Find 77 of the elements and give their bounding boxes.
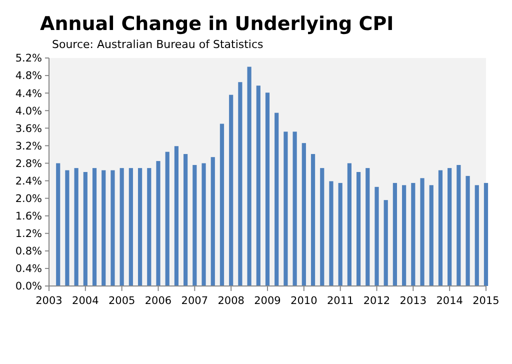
bar	[374, 186, 379, 286]
y-tick-label: 1.2%	[15, 228, 42, 240]
y-tick-label: 2.4%	[15, 175, 42, 188]
bar	[65, 170, 70, 286]
bar	[92, 168, 97, 286]
bar	[184, 154, 188, 286]
x-tick-label: 2005	[108, 295, 136, 307]
bar	[338, 182, 342, 286]
bar	[128, 168, 133, 286]
bar	[56, 163, 60, 286]
y-tick-label: 5.2%	[15, 52, 42, 65]
y-tick-label: 4.0%	[15, 105, 42, 118]
bar	[302, 143, 306, 286]
chart-title: Annual Change in Underlying CPI	[40, 13, 394, 35]
bar	[147, 168, 152, 286]
bar	[474, 185, 479, 286]
bar	[174, 146, 179, 286]
bar	[110, 170, 115, 286]
y-tick-label: 3.2%	[15, 140, 42, 152]
bar	[292, 132, 297, 286]
bar	[192, 164, 197, 286]
bar	[448, 168, 452, 286]
bar	[384, 200, 388, 286]
bar	[429, 185, 434, 286]
bar	[438, 170, 443, 286]
x-tick-label: 2007	[181, 295, 208, 307]
bar	[329, 181, 334, 286]
bar	[156, 161, 160, 286]
bar	[202, 163, 206, 286]
x-tick-label: 2013	[400, 295, 427, 307]
bar	[229, 94, 234, 286]
y-tick-label: 0.8%	[15, 246, 42, 258]
bar	[238, 82, 242, 286]
bar	[102, 170, 106, 286]
x-tick-label: 2006	[144, 295, 172, 307]
bar	[274, 112, 279, 286]
y-tick-label: 3.6%	[15, 122, 42, 135]
bar	[411, 182, 416, 286]
bar	[392, 182, 398, 286]
x-tick-label: 2011	[326, 295, 354, 307]
bar	[466, 176, 470, 286]
chart-subtitle: Source: Australian Bureau of Statistics	[52, 38, 264, 51]
bar	[320, 168, 324, 286]
x-tick-label: 2014	[436, 295, 464, 307]
bar	[420, 178, 424, 286]
y-tick-label: 2.8%	[15, 158, 42, 170]
bar	[402, 185, 406, 286]
y-tick-label: 0.4%	[15, 263, 42, 276]
y-tick-label: 4.4%	[15, 88, 42, 100]
y-tick-label: 1.6%	[15, 210, 42, 223]
bar	[247, 66, 252, 286]
bar	[210, 157, 215, 286]
bar	[165, 152, 170, 286]
x-tick-label: 2010	[290, 295, 318, 307]
bar	[356, 172, 361, 286]
x-tick-label: 2009	[254, 295, 281, 307]
bar	[347, 163, 352, 286]
x-tick-label: 2003	[36, 295, 62, 307]
bar	[284, 132, 288, 286]
bar	[310, 154, 316, 286]
y-tick-label: 0.0%	[15, 280, 42, 293]
bar	[120, 168, 124, 286]
bar	[456, 164, 461, 286]
bar	[83, 172, 88, 286]
x-tick-label: 2004	[72, 295, 100, 307]
x-tick-label: 2015	[472, 295, 500, 307]
y-tick-label: 2.0%	[15, 192, 42, 205]
bar	[74, 168, 78, 286]
x-tick-label: 2008	[218, 295, 244, 307]
bar	[138, 168, 142, 286]
bar	[265, 92, 270, 286]
bar	[220, 124, 224, 286]
bar	[256, 86, 260, 286]
bar	[366, 168, 370, 286]
y-tick-label: 4.8%	[15, 70, 42, 82]
x-tick-label: 2012	[363, 295, 390, 307]
bar	[484, 182, 488, 286]
